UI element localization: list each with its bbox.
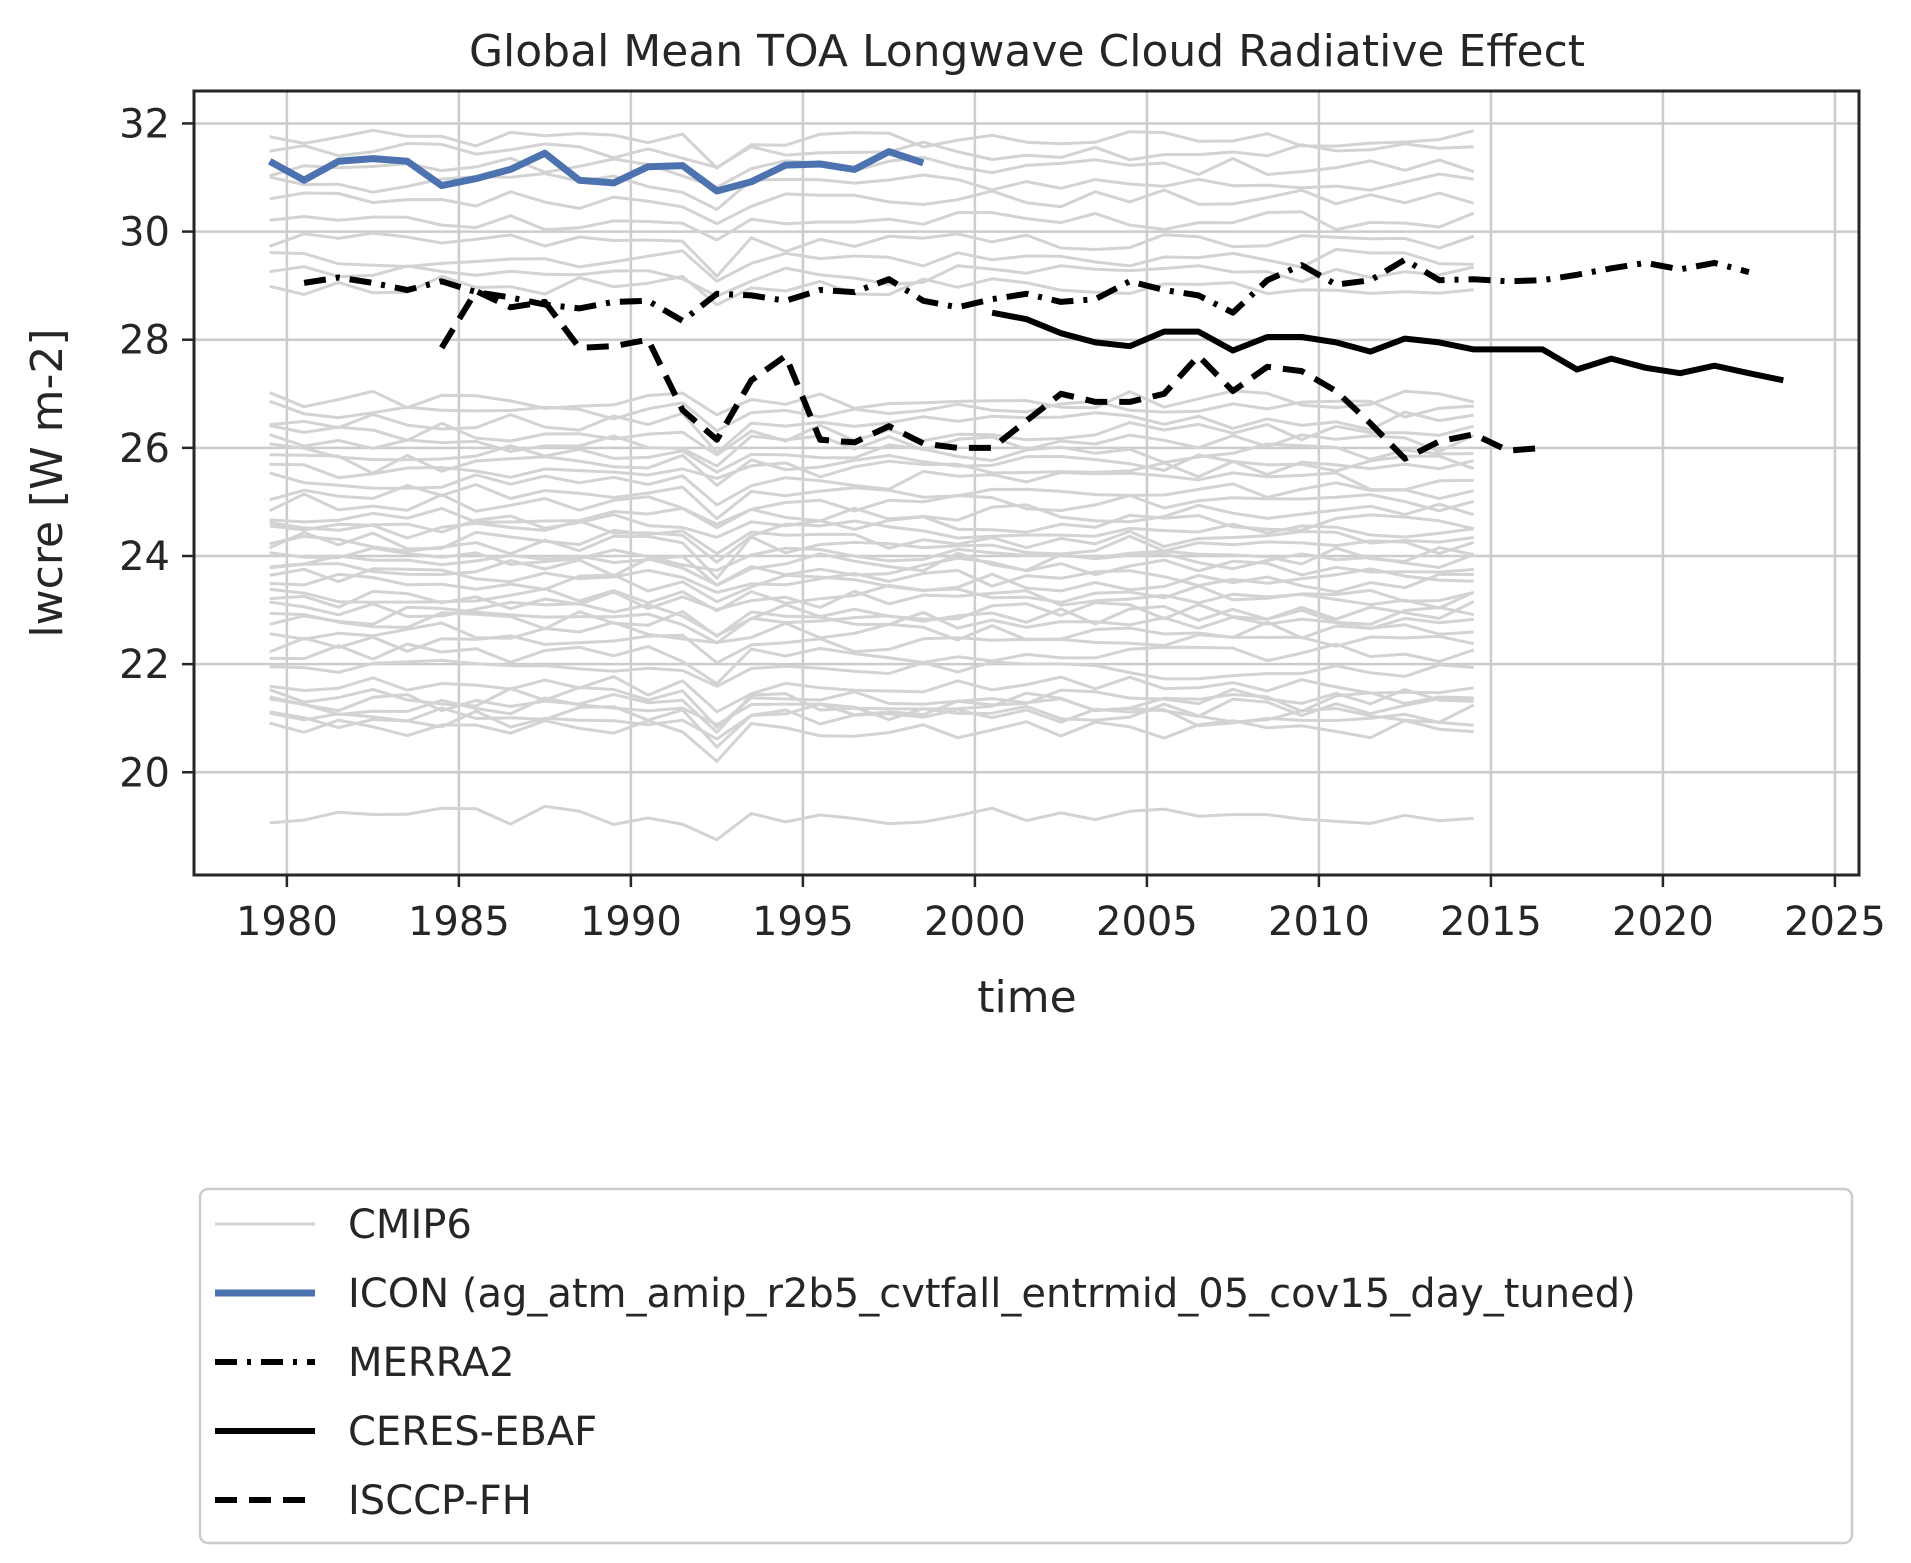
series-line-icon — [268, 148, 925, 195]
cmip6-member-line — [269, 155, 1475, 189]
x-tick-label: 1995 — [752, 899, 854, 945]
cmip6-member-line — [269, 534, 1475, 580]
cmip6-ensemble — [269, 128, 1475, 842]
cmip6-member-line — [269, 519, 1474, 564]
y-tick-label: 22 — [119, 642, 170, 688]
cmip6-member-line — [269, 481, 1475, 521]
cmip6-member-line — [269, 492, 1475, 526]
cmip6-member-line — [269, 140, 1474, 169]
legend-label-4: ISCCP-FH — [348, 1478, 532, 1524]
x-tick-label: 1980 — [236, 899, 338, 945]
cmip6-member-line — [269, 247, 1474, 283]
chart-title: Global Mean TOA Longwave Cloud Radiative… — [469, 26, 1585, 77]
cmip6-member-line — [269, 556, 1474, 587]
cmip6-member-line — [269, 718, 1474, 763]
cmip6-member-line — [269, 502, 1475, 530]
x-tick-label: 1990 — [580, 899, 682, 945]
x-tick-label: 2020 — [1612, 899, 1714, 945]
cmip6-member-line — [269, 658, 1474, 688]
x-tick-label: 1985 — [408, 899, 510, 945]
cmip6-member-line — [269, 528, 1474, 556]
cmip6-member-line — [269, 469, 1474, 507]
y-tick-label: 28 — [119, 318, 170, 364]
y-tick-label: 26 — [119, 426, 170, 472]
cmip6-member-line — [269, 567, 1474, 594]
cmip6-member-line — [269, 274, 1474, 307]
x-axis: 1980 1985 1990 1995 2000 2005 2010 2015 2020 2025 — [236, 875, 1886, 945]
x-tick-label: 2005 — [1096, 899, 1198, 945]
cmip6-member-line — [269, 804, 1474, 842]
series-lines — [268, 148, 1784, 462]
y-axis-title: lwcre [W m-2] — [22, 328, 73, 637]
cmip6-member-line — [269, 188, 1475, 226]
x-axis-title: time — [977, 972, 1076, 1023]
y-tick-label: 20 — [119, 750, 170, 796]
cmip6-member-line — [269, 442, 1474, 474]
legend-label-2: MERRA2 — [348, 1340, 515, 1386]
cmip6-member-line — [269, 410, 1474, 455]
cmip6-member-line — [269, 589, 1475, 611]
cmip6-member-line — [269, 421, 1475, 457]
x-tick-label: 2000 — [924, 899, 1026, 945]
cmip6-member-line — [269, 546, 1474, 572]
y-tick-label: 24 — [119, 534, 170, 580]
cmip6-member-line — [269, 707, 1474, 741]
cmip6-member-line — [269, 399, 1474, 433]
cmip6-member-line — [269, 642, 1475, 686]
series-line-ceres-ebaf — [991, 309, 1784, 384]
series-line-isccp-fh — [439, 288, 1543, 462]
cmip6-member-line — [269, 600, 1475, 637]
cmip6-member-line — [269, 231, 1475, 278]
y-axis: 20 22 24 26 28 30 32 — [119, 101, 194, 796]
cmip6-member-line — [269, 633, 1475, 665]
cmip6-member-line — [269, 459, 1475, 480]
x-tick-label: 2015 — [1440, 899, 1542, 945]
y-tick-label: 30 — [119, 210, 170, 256]
cmip6-member-line — [269, 675, 1474, 714]
x-tick-label: 2010 — [1268, 899, 1370, 945]
cmip6-member-line — [269, 128, 1475, 170]
cmip6-member-line — [269, 389, 1475, 417]
cmip6-member-line — [269, 453, 1475, 487]
legend-label-3: CERES-EBAF — [348, 1409, 597, 1455]
legend-box — [198, 1187, 1854, 1545]
cmip6-member-line — [269, 691, 1474, 734]
cmip6-member-line — [269, 604, 1475, 645]
legend-entries: CMIP6 ICON (ag_atm_amip_r2b5_cvtfall_entr… — [215, 1202, 1636, 1524]
plot-frame — [192, 89, 1861, 877]
cmip6-member-line — [269, 210, 1475, 242]
legend: CMIP6 ICON (ag_atm_amip_r2b5_cvtfall_entr… — [198, 1187, 1854, 1545]
legend-label-1: ICON (ag_atm_amip_r2b5_cvtfall_entrmid_0… — [348, 1271, 1636, 1317]
y-tick-label: 32 — [119, 101, 170, 147]
x-tick-label: 2025 — [1784, 899, 1886, 945]
cmip6-member-line — [269, 551, 1475, 587]
legend-label-0: CMIP6 — [348, 1202, 472, 1248]
cmip6-member-line — [269, 572, 1474, 604]
cmip6-member-line — [269, 264, 1475, 298]
cmip6-member-line — [269, 620, 1474, 644]
